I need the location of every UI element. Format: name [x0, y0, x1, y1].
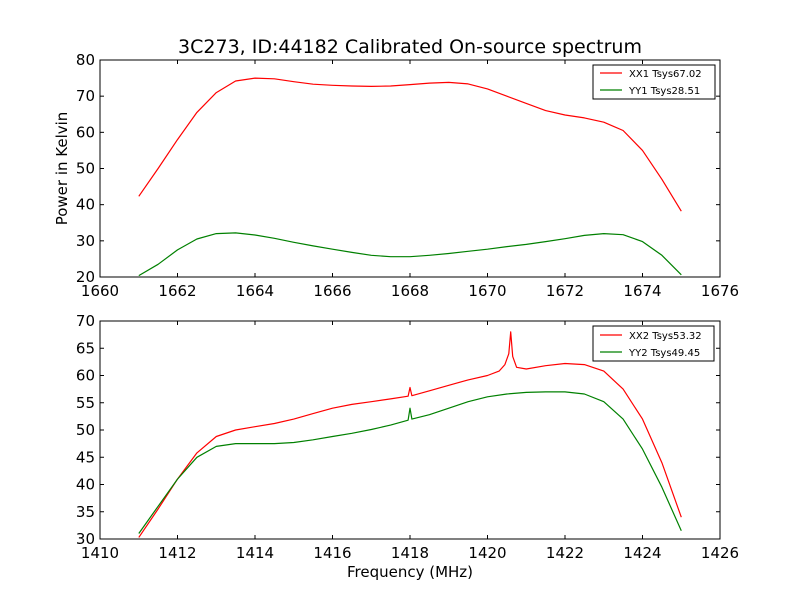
x-tick-label: 1426 [701, 544, 739, 562]
top-legend-box [592, 64, 716, 100]
x-tick-label: 1664 [236, 282, 274, 300]
y-tick-label: 35 [76, 503, 95, 521]
top-panel-series [138, 77, 682, 277]
y-axis-label: Power in Kelvin [53, 112, 71, 226]
x-tick-label: 1668 [391, 282, 429, 300]
x-tick-label: 1418 [391, 544, 429, 562]
legend-label-yy1: YY1 Tsys28.51 [628, 86, 700, 97]
y-tick-label: 60 [76, 367, 95, 385]
x-tick-label: 1670 [468, 282, 506, 300]
x-tick-label: 1676 [701, 282, 739, 300]
y-tick-label: 50 [76, 421, 95, 439]
top-spectrum-panel: Power in Kelvin 1660 1662 1664 1666 1668 1670… [53, 51, 739, 300]
y-tick-label: 40 [76, 196, 95, 214]
bottom-legend: XX2 Tsys53.32 YY2 Tsys49.45 [592, 325, 715, 362]
bottom-legend-box [592, 325, 715, 362]
x-tick-label: 1662 [158, 282, 196, 300]
x-tick-label: 1424 [623, 544, 661, 562]
x-tick-label: 1660 [81, 282, 119, 300]
series-line-xx2 [138, 331, 682, 538]
top-panel-frame [99, 59, 721, 278]
legend-label-xx2: XX2 Tsys53.32 [629, 331, 702, 342]
y-tick-label: 65 [76, 339, 95, 357]
legend-label-xx1: XX1 Tsys67.02 [629, 69, 702, 80]
y-tick-label: 80 [76, 51, 95, 69]
x-tick-label: 1410 [81, 544, 119, 562]
bottom-spectrum-panel: 1410 1412 1414 1416 1418 1420 1422 1424 1426 30 35… [76, 312, 739, 581]
y-tick-label: 70 [76, 87, 95, 105]
series-line-yy1 [138, 232, 682, 277]
y-tick-label: 50 [76, 160, 95, 178]
x-tick-label: 1414 [236, 544, 274, 562]
y-tick-label: 40 [76, 476, 95, 494]
top-legend: XX1 Tsys67.02 YY1 Tsys28.51 [592, 64, 716, 100]
x-tick-label: 1422 [546, 544, 584, 562]
y-tick-label: 55 [76, 394, 95, 412]
legend-label-yy2: YY2 Tsys49.45 [628, 348, 700, 359]
bottom-panel-ticks: 1410 1412 1414 1416 1418 1420 1422 1424 1426 30 35… [76, 312, 739, 562]
x-tick-label: 1666 [313, 282, 351, 300]
x-tick-label: 1672 [546, 282, 584, 300]
y-tick-label: 70 [76, 312, 95, 330]
x-tick-label: 1674 [623, 282, 661, 300]
y-tick-label: 30 [76, 232, 95, 250]
y-tick-label: 60 [76, 123, 95, 141]
x-tick-label: 1416 [313, 544, 351, 562]
bottom-panel-series [138, 331, 682, 538]
figure-title: 3C273, ID:44182 Calibrated On-source spe… [178, 36, 642, 58]
x-tick-label: 1412 [158, 544, 196, 562]
x-axis-label: Frequency (MHz) [347, 563, 473, 581]
bottom-panel-frame [99, 320, 721, 540]
y-tick-label: 20 [76, 268, 95, 286]
top-panel-ticks: 1660 1662 1664 1666 1668 1670 1672 1674 1676 20 30… [76, 51, 739, 300]
series-line-xx1 [138, 77, 682, 212]
y-tick-label: 45 [76, 448, 95, 466]
y-tick-label: 30 [76, 530, 95, 548]
x-tick-label: 1420 [468, 544, 506, 562]
series-line-yy2 [138, 391, 682, 534]
